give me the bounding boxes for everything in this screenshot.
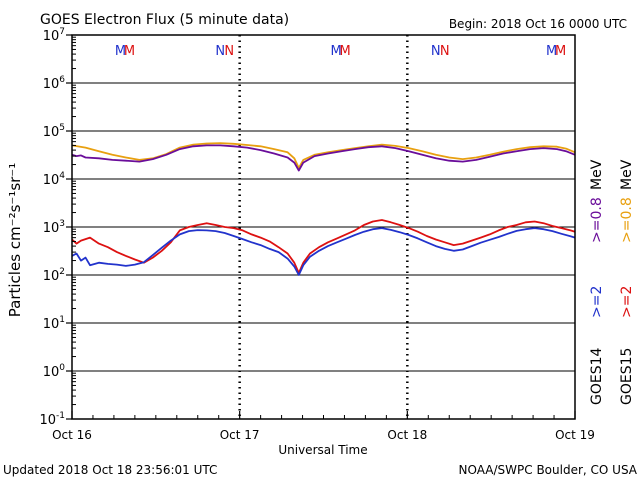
- marker-n-goes15: N: [440, 44, 450, 59]
- legend-goes15-ge2: >=2: [619, 286, 635, 318]
- y-tick-label: 105: [43, 123, 65, 140]
- x-tick-label: Oct 19: [555, 428, 595, 442]
- legend-goes14: GOES14: [589, 347, 605, 405]
- day-dividers: [238, 35, 409, 419]
- y-tick-label: 107: [43, 27, 65, 44]
- series-goes14-2-mev: [71, 227, 576, 276]
- legend: GOES14 >=2 >=0.8 MeV GOES15 >=2 >=0.8 Me…: [589, 159, 635, 405]
- x-axis-ticks: Oct 16 Oct 17 Oct 18 Oct 19: [52, 411, 595, 442]
- marker-m-goes14: M: [115, 44, 126, 59]
- series-goes14-0-8-mev: [71, 144, 576, 172]
- y-tick-label: 10-1: [39, 411, 65, 428]
- legend-goes14-ge2: >=2: [589, 286, 605, 318]
- series-goes15-2-mev: [71, 219, 576, 274]
- legend-unit-2: MeV: [619, 159, 635, 190]
- y-axis-label: Particles cm⁻²s⁻¹sr⁻¹: [6, 163, 24, 317]
- marker-m-goes15: M: [124, 44, 135, 59]
- legend-goes15: GOES15: [619, 348, 635, 405]
- y-tick-label: 106: [43, 75, 66, 92]
- chart-title: GOES Electron Flux (5 minute data): [40, 12, 289, 28]
- marker-m-goes15: M: [339, 44, 350, 59]
- x-tick-label: Oct 18: [387, 428, 427, 442]
- satellite-markers: MMNNMMNNMMNN: [115, 44, 566, 59]
- begin-date: Begin: 2018 Oct 16 0000 UTC: [449, 17, 627, 31]
- marker-n-goes14: N: [431, 44, 441, 59]
- x-tick-label: Oct 17: [220, 428, 260, 442]
- y-tick-label: 101: [43, 315, 65, 332]
- marker-m-goes14: M: [546, 44, 557, 59]
- y-tick-label: 100: [43, 363, 66, 380]
- series-goes15-0-8-mev: [71, 142, 576, 169]
- legend-goes15-ge08: >=0.8: [619, 197, 635, 243]
- x-axis-label: Universal Time: [278, 443, 367, 457]
- updated-timestamp: Updated 2018 Oct 18 23:56:01 UTC: [3, 463, 217, 477]
- y-tick-label: 103: [43, 219, 65, 236]
- series-layer: [71, 142, 576, 276]
- marker-n-goes14: N: [215, 44, 225, 59]
- x-tick-label: Oct 16: [52, 428, 92, 442]
- y-tick-label: 104: [43, 171, 66, 188]
- legend-goes14-ge08: >=0.8: [589, 197, 605, 243]
- legend-unit-1: MeV: [589, 159, 605, 190]
- marker-n-goes15: N: [224, 44, 234, 59]
- marker-m-goes14: M: [330, 44, 341, 59]
- credit-text: NOAA/SWPC Boulder, CO USA: [459, 463, 638, 477]
- y-axis-ticks: 107 106 105 104 103 102 101 100 10-1: [39, 27, 76, 428]
- y-tick-label: 102: [43, 267, 65, 284]
- marker-m-goes15: M: [555, 44, 566, 59]
